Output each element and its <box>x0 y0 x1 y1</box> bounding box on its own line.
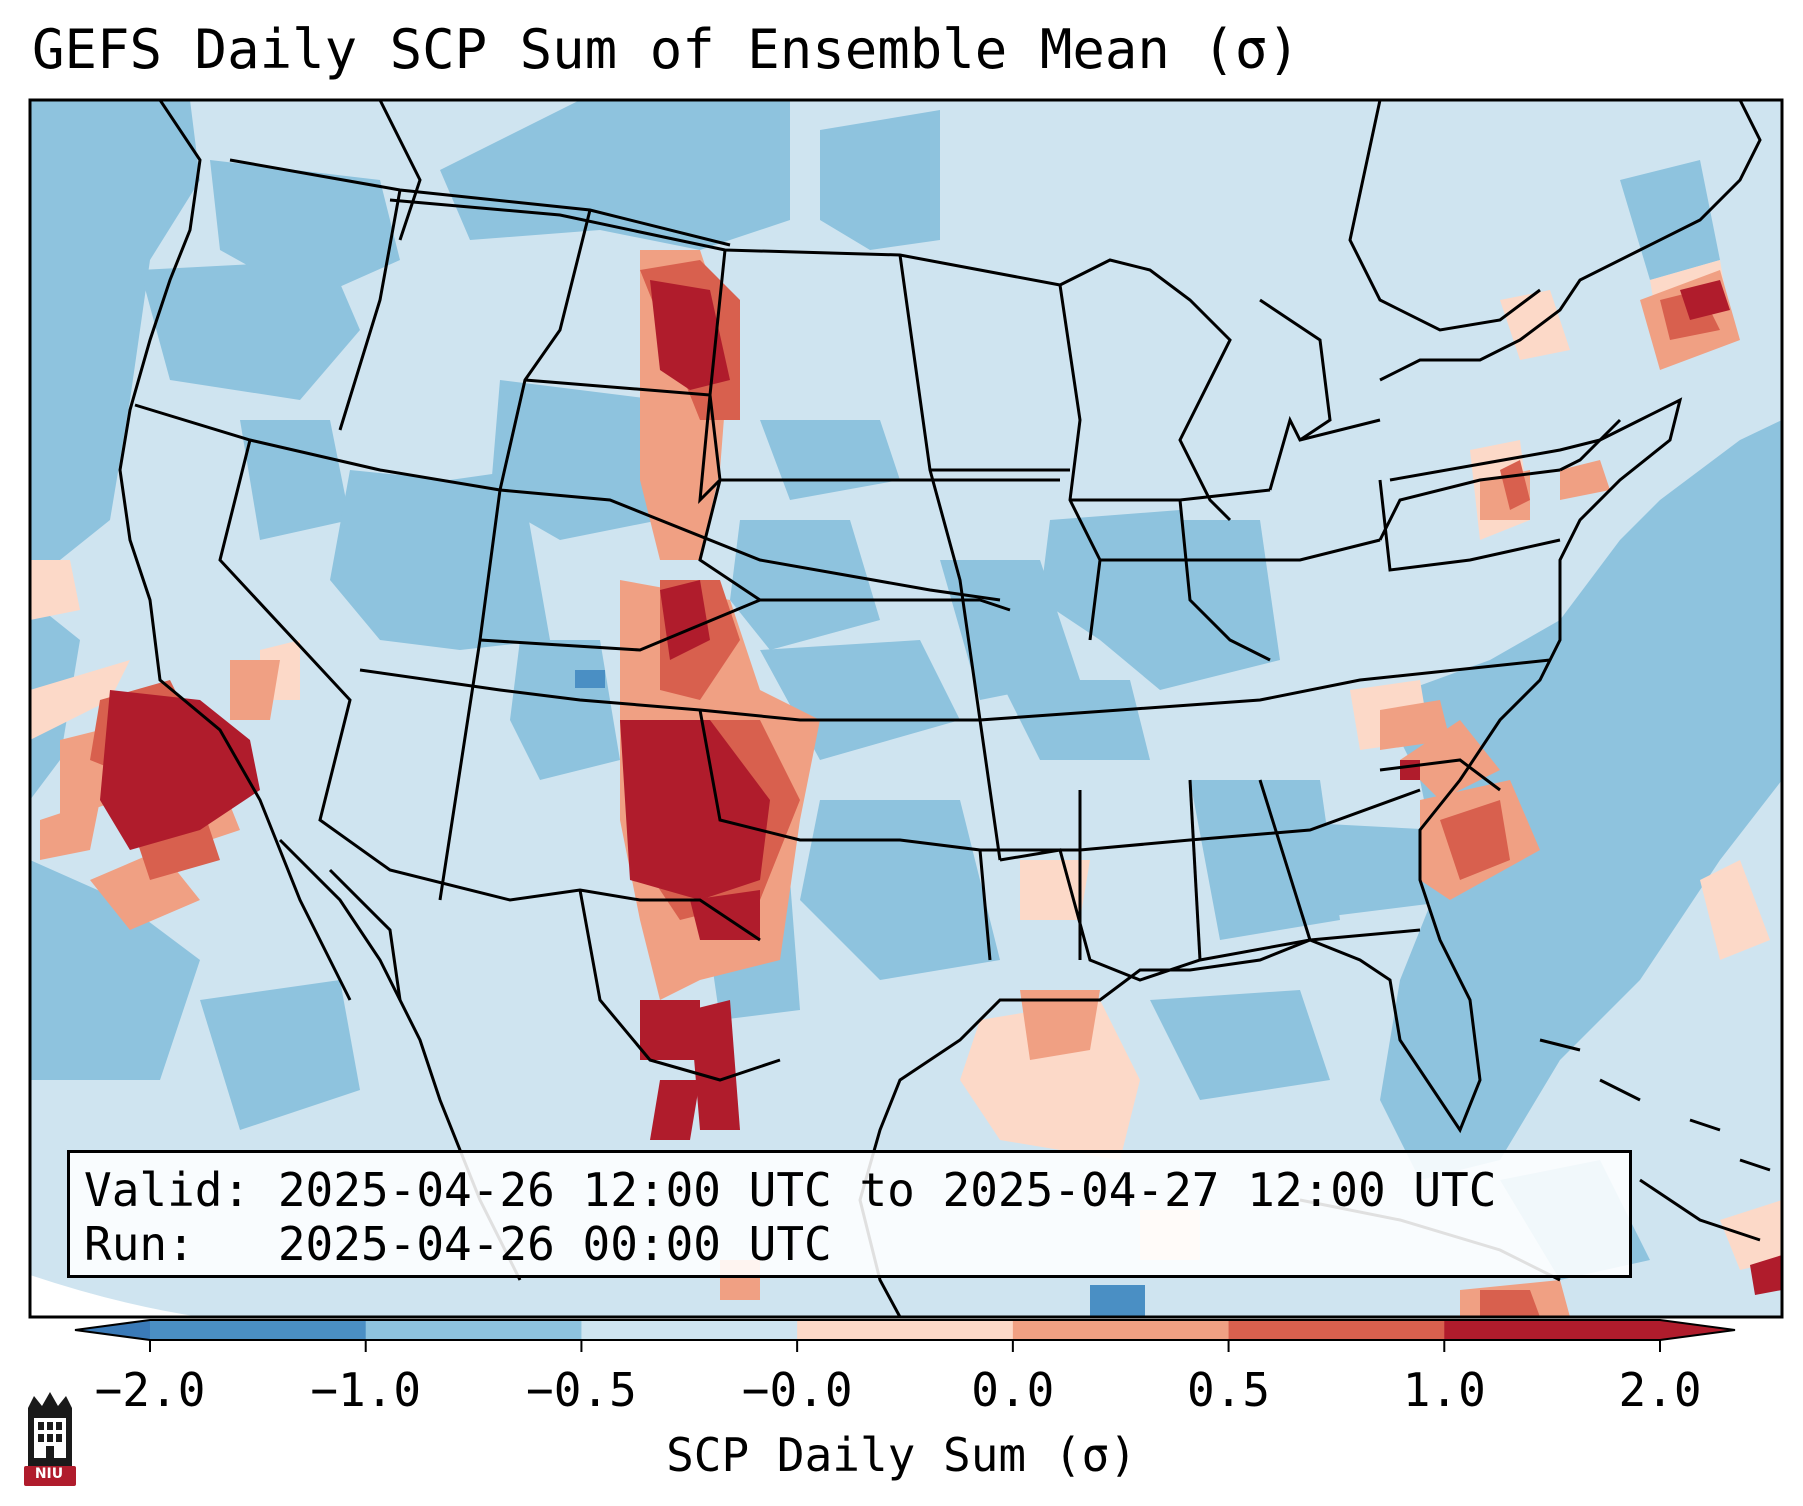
info-box: Valid: 2025-04-26 12:00 UTC to 2025-04-2… <box>67 1150 1632 1278</box>
colorbar-segment <box>1444 1320 1661 1340</box>
colorbar-tick-label: 0.5 <box>1187 1363 1271 1417</box>
niu-logo-text: NIU <box>34 1466 64 1482</box>
map-frame <box>28 98 1784 1319</box>
colorbar-outline <box>74 1319 1736 1341</box>
colorbar-tick-label: 2.0 <box>1618 1363 1702 1417</box>
field-dark-blue <box>575 670 1145 1317</box>
colorbar-segment <box>1012 1320 1230 1340</box>
run-time-text: Run: 2025-04-26 00:00 UTC <box>84 1217 832 1271</box>
colorbar-segment <box>797 1320 1014 1340</box>
colorbar-segment <box>1228 1320 1445 1340</box>
colorbar-tick-label: −2.0 <box>94 1363 206 1417</box>
field-dark-red <box>100 280 1782 1295</box>
colorbar-segments <box>75 1320 1735 1340</box>
colorbar-extend-low <box>75 1320 150 1340</box>
field-medium-blue <box>30 100 1782 1280</box>
colorbar-label: SCP Daily Sum (σ) <box>666 1428 1137 1482</box>
niu-logo-icon <box>24 1392 76 1486</box>
colorbar-extend-high <box>1660 1320 1735 1340</box>
state-borders <box>118 100 1622 1082</box>
projection-edge <box>30 1275 200 1317</box>
colorbar-segment <box>150 1320 367 1340</box>
colorbar-segment <box>581 1320 798 1340</box>
chart-title: GEFS Daily SCP Sum of Ensemble Mean (σ) <box>32 18 1300 81</box>
colorbar-tick-label: 0.0 <box>971 1363 1055 1417</box>
colorbar-tick-label: 1.0 <box>1402 1363 1486 1417</box>
colorbar-tick-label: −0.0 <box>741 1363 853 1417</box>
colorbar-ticks <box>149 1340 1661 1352</box>
colorbar-segment <box>365 1320 582 1340</box>
colorbar-tick-label: −1.0 <box>310 1363 422 1417</box>
colorbar-tick-label: −0.5 <box>526 1363 637 1417</box>
valid-time-text: Valid: 2025-04-26 12:00 UTC to 2025-04-2… <box>84 1163 1497 1217</box>
